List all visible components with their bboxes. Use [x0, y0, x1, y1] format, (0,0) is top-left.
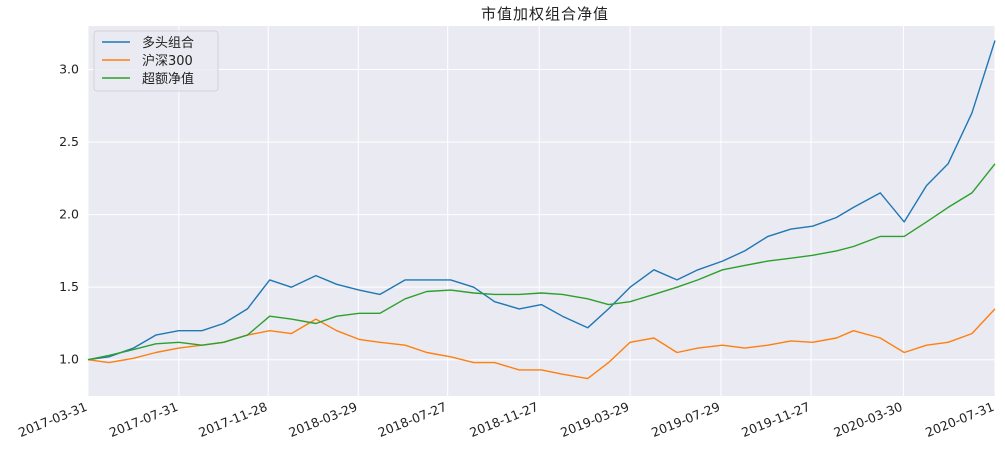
x-tick-label: 2018-07-27 [376, 399, 449, 440]
legend-label: 多头组合 [142, 35, 194, 51]
series-layer [87, 40, 996, 380]
legend-label: 沪深300 [142, 53, 193, 69]
x-tick-label: 2020-03-30 [832, 399, 905, 440]
x-tick-label: 2017-11-28 [196, 399, 269, 440]
x-tick-label: 2019-11-27 [739, 399, 812, 440]
x-tick-label: 2017-07-31 [107, 399, 180, 440]
y-tick-label: 3.0 [59, 62, 79, 77]
series-line-2 [87, 163, 996, 361]
x-tick-label: 2017-03-31 [16, 399, 89, 440]
x-tick-label: 2019-03-29 [558, 399, 631, 440]
x-tick-label: 2020-07-31 [923, 399, 996, 440]
grid-lines [87, 26, 996, 396]
x-axis: 2017-03-31 2017-07-31 2017-11-28 2018-03-29… [16, 399, 996, 440]
y-tick-label: 1.0 [59, 352, 79, 367]
plot-area [88, 26, 995, 396]
legend-label: 超额净值 [142, 71, 194, 87]
x-tick-label: 2018-03-29 [286, 399, 359, 440]
y-tick-label: 2.5 [59, 134, 79, 149]
y-tick-label: 2.0 [59, 207, 79, 222]
y-tick-label: 1.5 [59, 279, 79, 294]
x-tick-label: 2019-07-29 [649, 399, 722, 440]
legend-box [93, 30, 219, 92]
series-line-0 [87, 40, 996, 361]
y-axis: 1.0 1.5 2.0 2.5 3.0 [59, 62, 79, 367]
chart-title: 市值加权组合净值 [481, 5, 609, 23]
x-tick-label: 2018-11-27 [467, 399, 540, 440]
